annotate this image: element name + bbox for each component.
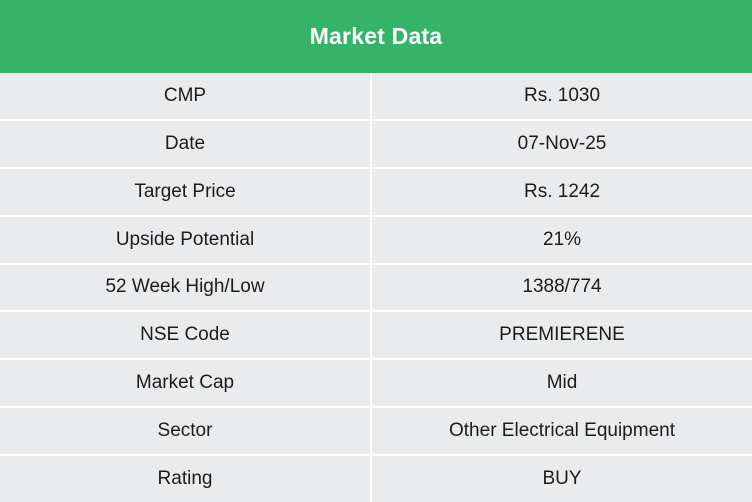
row-value-rating: BUY	[372, 456, 752, 502]
row-value-cmp: Rs. 1030	[372, 73, 752, 119]
row-label-upside-potential: Upside Potential	[0, 216, 370, 263]
row-label-cmp: CMP	[0, 73, 370, 119]
row-label-sector: Sector	[0, 408, 370, 455]
row-label-date: Date	[0, 120, 370, 167]
row-label-nse-code: NSE Code	[0, 312, 370, 359]
row-value-52-week-high-low: 1388/774	[372, 264, 752, 311]
market-data-table: CMP Rs. 1030 Date 07-Nov-25 Target Price…	[0, 73, 752, 502]
row-label-market-cap: Market Cap	[0, 360, 370, 407]
row-value-date: 07-Nov-25	[372, 120, 752, 167]
row-value-nse-code: PREMIERENE	[372, 312, 752, 359]
row-value-upside-potential: 21%	[372, 216, 752, 263]
row-label-rating: Rating	[0, 456, 370, 502]
row-value-market-cap: Mid	[372, 360, 752, 407]
row-value-target-price: Rs. 1242	[372, 168, 752, 215]
row-value-sector: Other Electrical Equipment	[372, 408, 752, 455]
row-label-52-week-high-low: 52 Week High/Low	[0, 264, 370, 311]
row-label-target-price: Target Price	[0, 168, 370, 215]
table-header: Market Data	[0, 0, 752, 73]
page-title: Market Data	[309, 23, 443, 49]
